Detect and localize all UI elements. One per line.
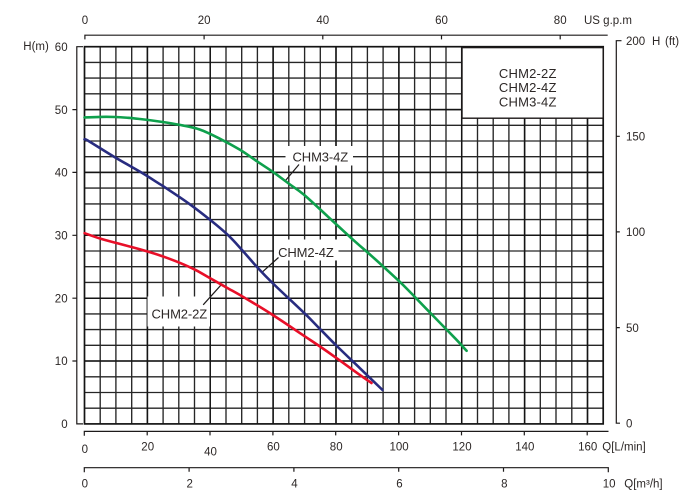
svg-text:CHM3-4Z: CHM3-4Z (499, 94, 557, 109)
svg-text:CHM3-4Z: CHM3-4Z (293, 149, 349, 164)
svg-text:140: 140 (515, 441, 534, 453)
svg-text:H(m): H(m) (23, 41, 49, 53)
svg-text:US g.p.m: US g.p.m (584, 15, 632, 27)
svg-text:80: 80 (554, 15, 567, 27)
svg-text:H: H (652, 36, 660, 48)
svg-text:CHM2-4Z: CHM2-4Z (278, 245, 334, 260)
svg-text:40: 40 (55, 168, 68, 180)
svg-text:CHM2-2Z: CHM2-2Z (499, 66, 557, 81)
svg-text:0: 0 (61, 419, 67, 431)
svg-text:0: 0 (82, 15, 88, 27)
svg-text:100: 100 (626, 227, 645, 239)
svg-text:10: 10 (55, 356, 68, 368)
svg-text:40: 40 (204, 446, 217, 458)
svg-text:10: 10 (603, 478, 616, 490)
svg-text:30: 30 (55, 231, 68, 243)
svg-text:CHM2-2Z: CHM2-2Z (152, 306, 208, 321)
svg-text:60: 60 (55, 42, 68, 54)
svg-text:100: 100 (390, 441, 409, 453)
svg-text:120: 120 (452, 441, 471, 453)
svg-text:0: 0 (82, 478, 88, 490)
svg-text:2: 2 (186, 478, 192, 490)
svg-text:20: 20 (55, 293, 68, 305)
svg-text:0: 0 (626, 418, 632, 430)
svg-text:CHM2-4Z: CHM2-4Z (499, 80, 557, 95)
svg-text:6: 6 (396, 478, 402, 490)
svg-text:20: 20 (141, 441, 154, 453)
svg-text:(ft): (ft) (665, 36, 679, 48)
svg-text:150: 150 (626, 132, 645, 144)
svg-text:4: 4 (291, 478, 298, 490)
svg-text:60: 60 (267, 441, 280, 453)
svg-text:50: 50 (55, 105, 68, 117)
svg-text:60: 60 (435, 15, 448, 27)
svg-text:20: 20 (198, 15, 211, 27)
svg-text:40: 40 (316, 15, 329, 27)
svg-text:0: 0 (82, 444, 88, 456)
svg-text:Q[L/min]: Q[L/min] (602, 441, 645, 453)
svg-text:200: 200 (626, 36, 645, 48)
svg-text:160: 160 (578, 441, 597, 453)
svg-text:50: 50 (626, 323, 639, 335)
svg-text:Q[m³/h]: Q[m³/h] (624, 478, 662, 490)
svg-text:8: 8 (501, 478, 507, 490)
svg-text:80: 80 (330, 441, 343, 453)
